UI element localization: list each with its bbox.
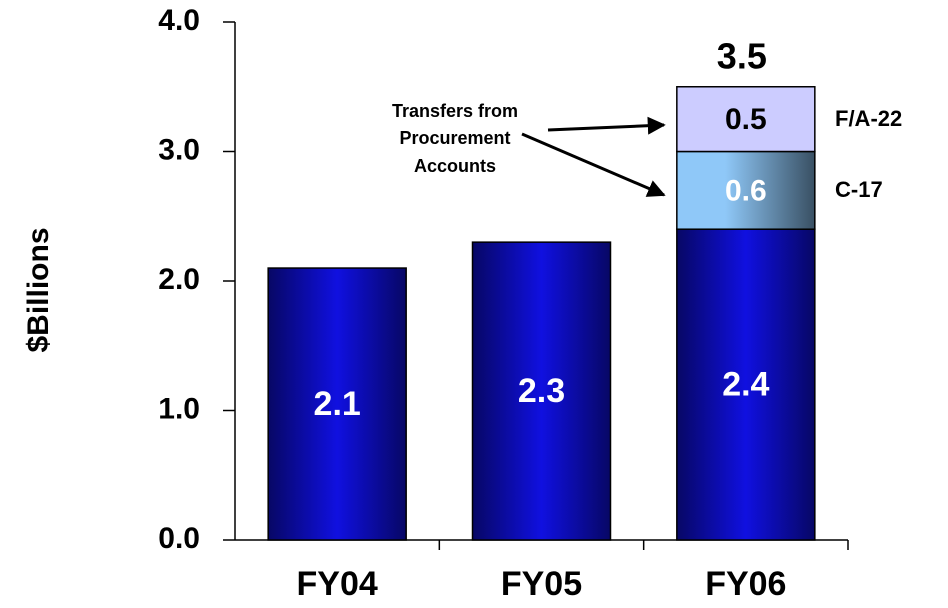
y-axis-title: $Billions	[22, 227, 55, 352]
arrow	[521, 132, 666, 197]
annotation: Transfers from Procurement Accounts	[392, 101, 666, 197]
bar-segment	[676, 150, 816, 230]
y-tick-label: 2.0	[158, 263, 200, 296]
total-label: 3.5	[717, 35, 767, 76]
bar-segment	[471, 241, 612, 541]
y-tick-label: 3.0	[158, 133, 200, 166]
annotation-line: Transfers from	[392, 101, 518, 121]
annotation-line: Procurement	[399, 128, 510, 148]
bar-segment	[267, 267, 407, 541]
annotation-line: Accounts	[414, 156, 496, 176]
data-label: 2.1	[314, 385, 361, 423]
segment-name: C-17	[835, 177, 883, 202]
segment-name: F/A-22	[835, 106, 902, 131]
arrow	[547, 116, 666, 135]
data-label: 2.4	[722, 366, 769, 404]
data-label: 2.3	[518, 372, 565, 410]
y-tick-label: 1.0	[158, 392, 200, 425]
y-tick-label: 4.0	[158, 4, 200, 37]
x-tick-label: FY04	[297, 565, 378, 603]
y-tick-label: 0.0	[158, 522, 200, 555]
data-label: 0.5	[725, 103, 767, 136]
data-label: 0.6	[725, 174, 767, 207]
x-tick-label: FY06	[705, 565, 786, 603]
x-tick-label: FY05	[501, 565, 582, 603]
bar-segment	[676, 228, 816, 541]
bar-segment	[676, 86, 816, 153]
